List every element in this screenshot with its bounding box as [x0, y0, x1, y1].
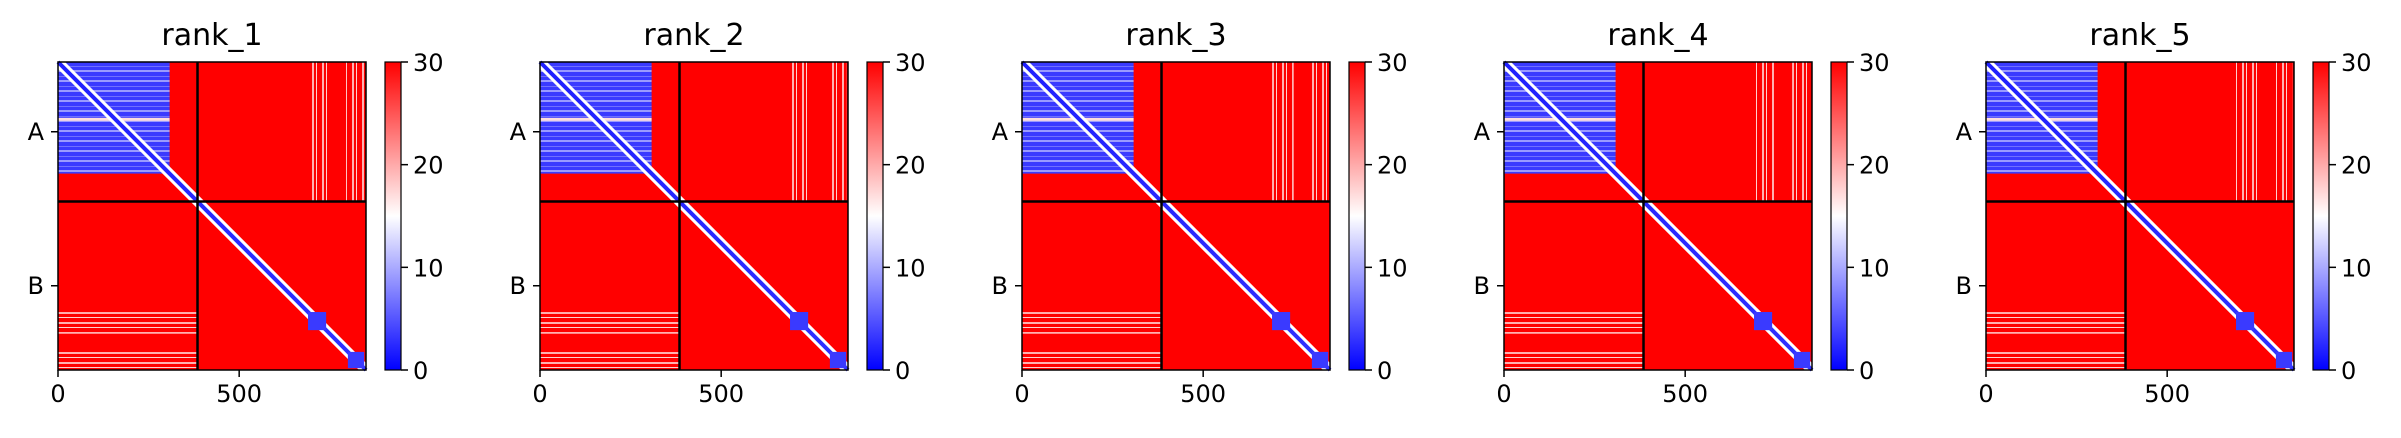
offdiag-stripe — [1986, 312, 2126, 334]
x-tick-label: 500 — [216, 380, 262, 408]
colorbar-tick-label: 0 — [895, 357, 910, 385]
heatmap-panel: rank_2 0 500 A B 0 10 20 30 — [510, 18, 926, 408]
chart-title: rank_3 — [1125, 18, 1226, 53]
chart-title: rank_4 — [1607, 18, 1708, 53]
offdiag-stripe — [58, 350, 198, 369]
y-tick-label: B — [28, 272, 44, 300]
colorbar-tick-label: 20 — [1859, 152, 1890, 180]
colorbar — [867, 62, 883, 370]
y-tick-label: B — [1474, 272, 1490, 300]
colorbar-tick-label: 30 — [413, 49, 444, 77]
domain-block — [1311, 351, 1329, 369]
heatmap-panel: rank_1 0 500 A B 0 10 20 30 — [28, 18, 444, 408]
offdiag-stripe — [2236, 62, 2258, 202]
colorbar-tick-label: 0 — [413, 357, 428, 385]
offdiag-stripe — [308, 62, 330, 202]
colorbar-tick-label: 20 — [1377, 152, 1408, 180]
colorbar-tick-label: 10 — [2341, 254, 2372, 282]
domain-block — [1272, 312, 1291, 331]
x-tick-label: 0 — [532, 380, 547, 408]
y-tick-label: A — [510, 118, 527, 146]
colorbar-frame — [1348, 61, 1366, 371]
colorbar-tick-label: 10 — [1859, 254, 1890, 282]
domain-block — [1793, 351, 1811, 369]
colorbar-tick-label: 0 — [1859, 357, 1874, 385]
domain-block — [308, 312, 327, 331]
y-tick-label: A — [1474, 118, 1491, 146]
colorbar-tick-label: 30 — [1377, 49, 1408, 77]
offdiag-stripe — [58, 312, 198, 334]
offdiag-stripe — [540, 350, 680, 369]
y-tick-label: A — [992, 118, 1009, 146]
offdiag-stripe — [540, 312, 680, 334]
y-tick-label: B — [992, 272, 1008, 300]
offdiag-stripe — [1792, 62, 1811, 202]
axes-frame — [1021, 61, 1331, 371]
colorbar — [1831, 62, 1847, 370]
domain-block — [2236, 312, 2255, 331]
colorbar-tick-label: 30 — [1859, 49, 1890, 77]
domain-block — [2275, 351, 2293, 369]
colorbar-tick-label: 10 — [413, 254, 444, 282]
y-tick-label: B — [510, 272, 526, 300]
colorbar-tick-label: 10 — [895, 254, 926, 282]
x-tick-label: 0 — [1496, 380, 1511, 408]
offdiag-stripe — [2274, 62, 2293, 202]
axes-frame — [539, 61, 849, 371]
offdiag-stripe — [1022, 312, 1162, 334]
offdiag-stripe — [828, 62, 847, 202]
chart-title: rank_5 — [2089, 18, 2190, 53]
heatmap-panel: rank_4 0 500 A B 0 10 20 30 — [1474, 18, 1890, 408]
x-tick-label: 0 — [50, 380, 65, 408]
colorbar — [1349, 62, 1365, 370]
offdiag-stripe — [346, 62, 365, 202]
heatmap-panel: rank_5 0 500 A B 0 10 20 30 — [1956, 18, 2372, 408]
colorbar-tick-label: 30 — [895, 49, 926, 77]
chart-title: rank_1 — [161, 18, 262, 53]
y-tick-label: A — [28, 118, 45, 146]
offdiag-stripe — [790, 62, 812, 202]
colorbar-tick-label: 20 — [413, 152, 444, 180]
x-tick-label: 500 — [1180, 380, 1226, 408]
offdiag-stripe — [1504, 312, 1644, 334]
colorbar — [385, 62, 401, 370]
offdiag-stripe — [1754, 62, 1776, 202]
domain-block — [347, 351, 365, 369]
colorbar-frame — [384, 61, 402, 371]
chart-title: rank_2 — [643, 18, 744, 53]
colorbar-tick-label: 0 — [1377, 357, 1392, 385]
y-tick-label: A — [1956, 118, 1973, 146]
domain-block — [1754, 312, 1773, 331]
colorbar-tick-label: 0 — [2341, 357, 2356, 385]
offdiag-stripe — [1504, 350, 1644, 369]
colorbar — [2313, 62, 2329, 370]
x-tick-label: 0 — [1014, 380, 1029, 408]
domain-block — [790, 312, 809, 331]
heatmap-panel: rank_3 0 500 A B 0 10 20 30 — [992, 18, 1408, 408]
x-tick-label: 0 — [1978, 380, 1993, 408]
x-tick-label: 500 — [2144, 380, 2190, 408]
offdiag-stripe — [1310, 62, 1329, 202]
axes-frame — [1985, 61, 2295, 371]
y-tick-label: B — [1956, 272, 1972, 300]
x-tick-label: 500 — [1662, 380, 1708, 408]
colorbar-tick-label: 10 — [1377, 254, 1408, 282]
colorbar-frame — [2312, 61, 2330, 371]
colorbar-tick-label: 20 — [895, 152, 926, 180]
axes-frame — [57, 61, 367, 371]
offdiag-stripe — [1022, 350, 1162, 369]
axes-frame — [1503, 61, 1813, 371]
colorbar-frame — [866, 61, 884, 371]
domain-block — [829, 351, 847, 369]
x-tick-label: 500 — [698, 380, 744, 408]
colorbar-tick-label: 20 — [2341, 152, 2372, 180]
offdiag-stripe — [1986, 350, 2126, 369]
colorbar-tick-label: 30 — [2341, 49, 2372, 77]
offdiag-stripe — [1272, 62, 1294, 202]
colorbar-frame — [1830, 61, 1848, 371]
